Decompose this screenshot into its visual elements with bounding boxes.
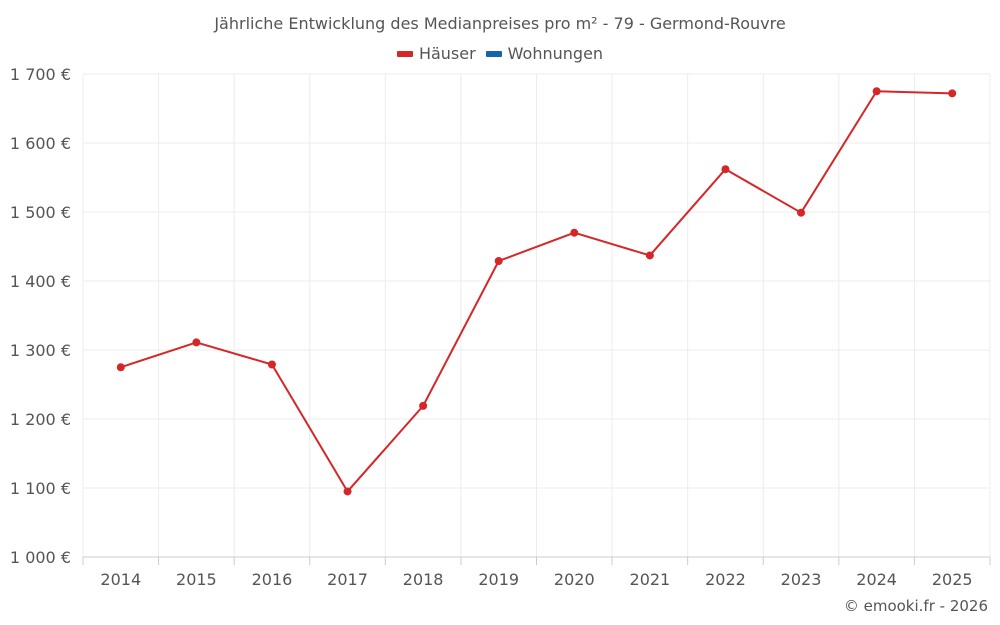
x-tick-label: 2021 (630, 570, 671, 589)
grid (82, 73, 991, 558)
x-tick-label: 2018 (403, 570, 444, 589)
x-tick-label: 2014 (100, 570, 141, 589)
y-tick-label: 1 500 € (10, 203, 71, 222)
data-point-haeuser (494, 256, 503, 265)
x-tick-label: 2023 (781, 570, 822, 589)
series-haeuser (116, 87, 957, 496)
legend-label-wohnungen: Wohnungen (507, 44, 604, 63)
data-point-haeuser (343, 487, 352, 496)
data-point-haeuser (797, 208, 806, 217)
x-tick-label: 2015 (176, 570, 217, 589)
chart-title: Jährliche Entwicklung des Medianpreises … (214, 14, 786, 33)
data-point-haeuser (116, 363, 125, 372)
axes: 1 000 € 1 100 € 1 200 € 1 300 € 1 400 € 1 500… (10, 65, 991, 589)
y-tick-label: 1 000 € (10, 548, 71, 567)
x-tick-label: 2022 (705, 570, 746, 589)
legend-swatch-wohnungen (485, 50, 502, 57)
data-point-haeuser (948, 89, 957, 98)
legend-label-haeuser: Häuser (418, 44, 476, 63)
data-point-haeuser (192, 338, 201, 347)
data-point-haeuser (419, 401, 428, 410)
x-tick-label: 2017 (327, 570, 368, 589)
series-line-haeuser (120, 90, 953, 493)
footer-credit: © emooki.fr - 2026 (843, 597, 988, 615)
x-tick-label: 2020 (554, 570, 595, 589)
y-tick-label: 1 600 € (10, 134, 71, 153)
data-point-haeuser (570, 228, 579, 237)
y-tick-label: 1 100 € (10, 479, 71, 498)
y-tick-label: 1 700 € (10, 65, 71, 84)
y-tick-label: 1 300 € (10, 341, 71, 360)
y-tick-label: 1 400 € (10, 272, 71, 291)
x-tick-label: 2016 (252, 570, 293, 589)
x-tick-label: 2025 (932, 570, 973, 589)
legend: Häuser Wohnungen (0, 44, 1000, 63)
legend-item-wohnungen[interactable]: Wohnungen (485, 44, 604, 63)
legend-item-haeuser[interactable]: Häuser (396, 44, 476, 63)
data-point-haeuser (645, 251, 654, 260)
data-point-haeuser (267, 360, 276, 369)
legend-swatch-haeuser (396, 50, 413, 57)
y-tick-label: 1 200 € (10, 410, 71, 429)
x-tick-label: 2024 (856, 570, 897, 589)
data-point-haeuser (721, 165, 730, 174)
x-tick-label: 2019 (478, 570, 519, 589)
data-point-haeuser (872, 87, 881, 96)
